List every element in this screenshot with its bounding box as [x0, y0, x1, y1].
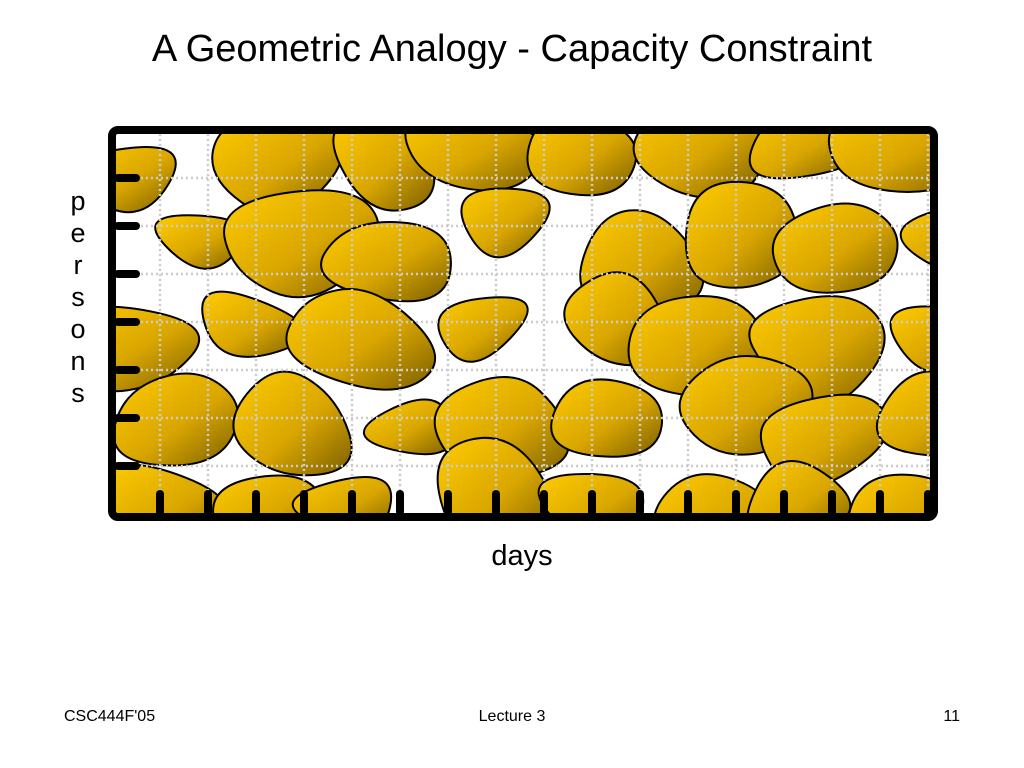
shape [684, 180, 799, 289]
shape [460, 187, 551, 259]
shape [320, 221, 452, 303]
x-axis-label: days [491, 540, 553, 572]
footer-left: CSC444F'05 [64, 708, 156, 725]
shape [889, 305, 930, 373]
shape [827, 134, 930, 193]
slide-title: A Geometric Analogy - Capacity Constrain… [151, 28, 873, 70]
shape [363, 398, 455, 456]
y-axis-label: persons [63, 186, 93, 410]
shape [875, 370, 930, 457]
shape [285, 288, 437, 391]
shape [291, 476, 393, 513]
shape [848, 473, 930, 513]
shapes [116, 134, 930, 513]
grid [116, 134, 930, 513]
footer-center: Lecture 3 [478, 708, 546, 725]
shape [116, 146, 177, 214]
footer-right: 11 [943, 708, 960, 725]
shape [436, 436, 552, 513]
ticks [114, 174, 932, 516]
frame [108, 126, 938, 521]
shape [437, 296, 529, 363]
shape [232, 370, 353, 477]
